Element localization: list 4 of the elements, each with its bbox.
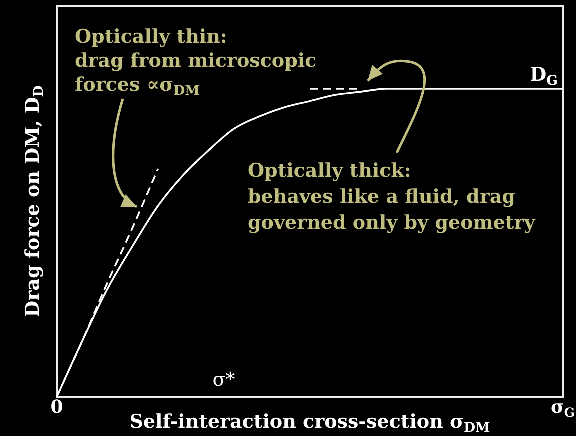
annotation: Optically thick: behaves like a fluid, drag governed only by geometry [248, 160, 536, 234]
x-tick-label: 0 [50, 397, 64, 418]
y-axis-title: Drag force on DM, DD [22, 86, 48, 318]
annotation: σ* [212, 369, 236, 391]
